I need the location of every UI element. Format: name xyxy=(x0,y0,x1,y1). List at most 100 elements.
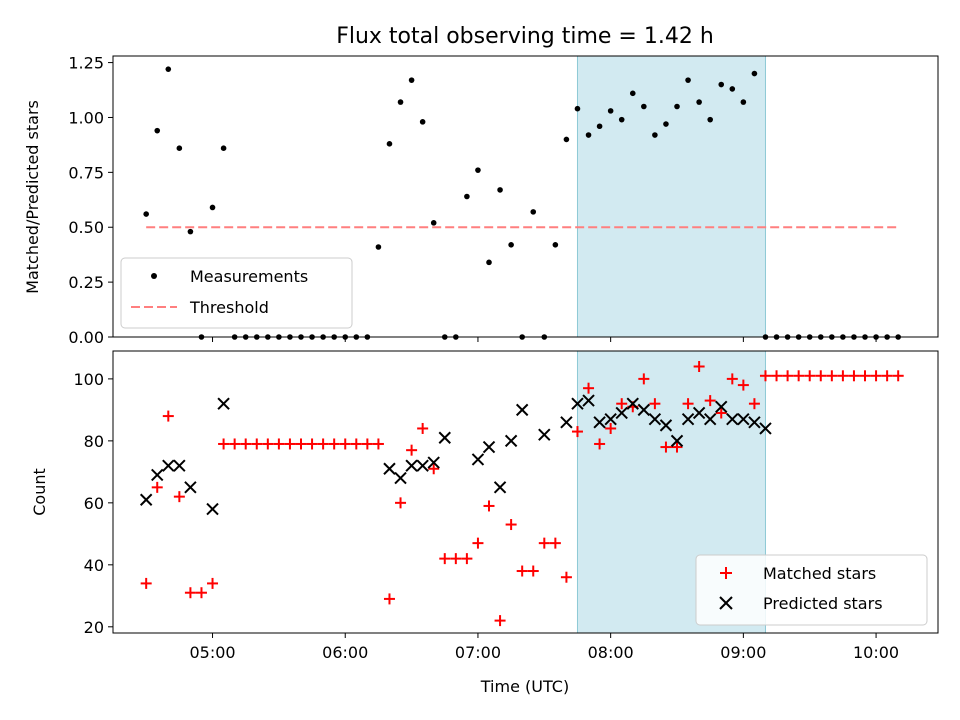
measurement-point xyxy=(696,99,702,105)
predicted-star-point xyxy=(139,493,153,506)
legend-threshold-label: Threshold xyxy=(189,298,269,317)
bottom-axes-frame xyxy=(112,350,939,634)
measurement-point xyxy=(419,119,426,125)
matched-star-point xyxy=(594,438,606,450)
matched-star-point xyxy=(660,441,672,453)
matched-star-point xyxy=(251,438,263,450)
matched-star-point xyxy=(737,379,749,391)
measurement-point xyxy=(530,209,537,215)
y-tick-label: 0.00 xyxy=(68,328,104,347)
measurement-point xyxy=(596,123,603,130)
x-tick-label: 05:00 xyxy=(189,643,235,662)
measurement-point xyxy=(209,204,216,211)
matched-star-point xyxy=(417,422,429,434)
legend-matched-label: Matched stars xyxy=(763,564,876,583)
matched-star-point xyxy=(173,491,185,503)
measurement-point xyxy=(508,241,514,248)
measurement-point xyxy=(652,132,658,138)
measurement-point xyxy=(397,99,404,105)
x-tick-label: 10:00 xyxy=(853,643,899,662)
matched-star-point xyxy=(571,426,583,438)
predicted-star-point xyxy=(748,416,761,429)
measurement-point xyxy=(220,145,227,152)
matched-star-point xyxy=(793,370,805,382)
matched-star-point xyxy=(870,370,882,382)
legend-measurements-label: Measurements xyxy=(190,267,308,286)
matched-star-point xyxy=(262,438,274,450)
top-shaded-span xyxy=(576,55,766,338)
x-tick-label: 06:00 xyxy=(322,643,368,662)
measurement-point xyxy=(430,220,437,226)
predicted-star-point xyxy=(692,406,706,420)
matched-star-point xyxy=(605,422,617,434)
matched-star-points xyxy=(140,360,904,627)
matched-star-point xyxy=(826,370,838,382)
measurement-point xyxy=(729,86,736,92)
matched-star-point xyxy=(406,444,418,456)
measurement-point xyxy=(187,228,194,235)
matched-star-point xyxy=(649,398,661,410)
matched-star-point xyxy=(383,593,395,605)
matched-star-point xyxy=(162,410,174,422)
legend-predicted-label: Predicted stars xyxy=(763,594,883,613)
predicted-star-point xyxy=(593,416,606,429)
measurement-point xyxy=(685,77,691,83)
x-axis-label: Time (UTC) xyxy=(480,677,569,696)
matched-star-point xyxy=(804,370,816,382)
measurement-point xyxy=(176,145,183,152)
matched-star-point xyxy=(328,438,340,450)
predicted-star-point xyxy=(659,419,673,432)
predicted-star-point xyxy=(493,481,507,494)
matched-star-point xyxy=(461,553,473,565)
predicted-star-point xyxy=(162,459,175,472)
matched-star-point xyxy=(494,615,506,627)
predicted-star-point xyxy=(681,412,695,426)
measurement-point xyxy=(143,211,149,217)
measurement-point xyxy=(486,259,492,266)
predicted-star-point xyxy=(538,428,551,441)
predicted-star-point xyxy=(759,422,772,435)
measurement-point xyxy=(607,108,614,114)
bottom-y-ticks: 20 40 60 80 100 xyxy=(73,370,113,637)
matched-star-point xyxy=(892,370,904,382)
y-tick-label: 60 xyxy=(84,494,104,513)
x-tick-label: 07:00 xyxy=(455,643,501,662)
predicted-star-point xyxy=(405,459,418,472)
matched-star-point xyxy=(771,370,783,382)
bottom-x-ticks: 05:00 06:00 07:00 08:00 09:00 10:00 xyxy=(189,633,899,662)
matched-star-point xyxy=(284,438,296,450)
predicted-star-point xyxy=(582,394,595,407)
predicted-star-point xyxy=(482,440,496,454)
legend-predicted-marker xyxy=(719,596,733,610)
predicted-star-point xyxy=(151,468,164,482)
matched-star-point xyxy=(715,407,727,419)
measurement-point xyxy=(585,132,592,138)
matched-star-point xyxy=(516,565,528,577)
top-y-ticks: 0.00 0.25 0.50 0.75 1.00 1.25 xyxy=(68,54,113,347)
x-tick-label: 09:00 xyxy=(720,643,766,662)
predicted-star-point xyxy=(394,471,407,485)
matched-star-point xyxy=(583,382,595,394)
matched-star-point xyxy=(837,370,849,382)
predicted-star-point xyxy=(615,406,628,420)
matched-star-point xyxy=(229,438,241,450)
matched-star-point xyxy=(361,438,373,450)
measurement-point xyxy=(154,127,161,134)
matched-star-point xyxy=(759,370,771,382)
top-legend: Measurements Threshold xyxy=(120,257,353,329)
predicted-star-point xyxy=(383,462,396,475)
y-tick-label: 0.25 xyxy=(68,273,104,292)
matched-star-point xyxy=(317,438,329,450)
measurement-point xyxy=(574,105,581,112)
predicted-star-point xyxy=(737,412,750,426)
predicted-star-point xyxy=(670,434,684,448)
matched-star-point xyxy=(671,441,683,453)
y-tick-label: 1.00 xyxy=(68,108,104,127)
y-tick-label: 20 xyxy=(84,618,104,637)
matched-star-point xyxy=(273,438,285,450)
predicted-star-point xyxy=(604,412,617,426)
measurement-point xyxy=(641,103,647,110)
predicted-star-point xyxy=(206,502,219,516)
predicted-star-point xyxy=(173,459,186,472)
matched-star-point xyxy=(350,438,362,450)
